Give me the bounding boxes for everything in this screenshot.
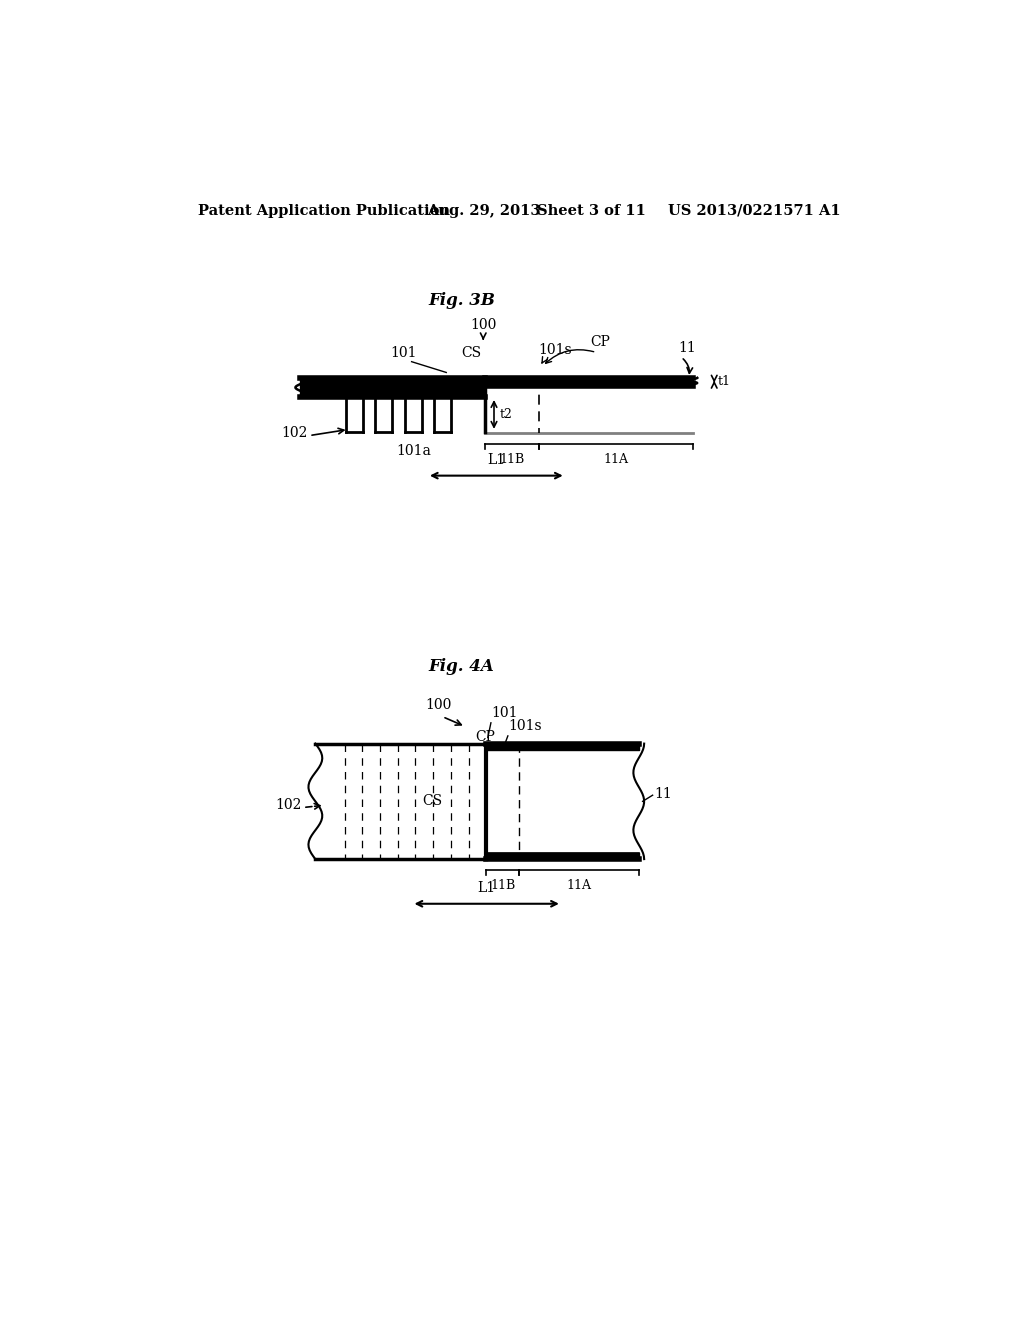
Text: 101s: 101s bbox=[508, 718, 542, 733]
Text: 101a: 101a bbox=[396, 444, 431, 458]
Text: 100: 100 bbox=[470, 318, 497, 333]
Text: 102: 102 bbox=[275, 799, 301, 812]
Text: US 2013/0221571 A1: US 2013/0221571 A1 bbox=[668, 203, 841, 218]
Text: 11: 11 bbox=[654, 787, 672, 801]
Text: CP: CP bbox=[590, 335, 610, 350]
Text: Patent Application Publication: Patent Application Publication bbox=[199, 203, 451, 218]
Text: 11A: 11A bbox=[603, 453, 628, 466]
Text: CS: CS bbox=[422, 795, 442, 808]
Text: t2: t2 bbox=[500, 408, 512, 421]
Text: 101s: 101s bbox=[539, 343, 572, 356]
Text: CP: CP bbox=[475, 730, 495, 744]
Text: Fig. 3B: Fig. 3B bbox=[428, 292, 495, 309]
Text: 11A: 11A bbox=[566, 879, 592, 892]
Text: Aug. 29, 2013: Aug. 29, 2013 bbox=[427, 203, 541, 218]
Text: CS: CS bbox=[462, 346, 481, 360]
Text: 102: 102 bbox=[282, 426, 307, 440]
Text: L1: L1 bbox=[487, 453, 506, 467]
Text: 101: 101 bbox=[490, 706, 517, 719]
Text: L1: L1 bbox=[477, 882, 496, 895]
Text: Sheet 3 of 11: Sheet 3 of 11 bbox=[538, 203, 646, 218]
Text: 11: 11 bbox=[679, 342, 696, 355]
Text: Fig. 4A: Fig. 4A bbox=[429, 659, 495, 675]
Text: 11B: 11B bbox=[499, 453, 524, 466]
Text: 100: 100 bbox=[425, 698, 452, 711]
Text: 11B: 11B bbox=[490, 879, 515, 892]
Text: 101: 101 bbox=[391, 346, 417, 360]
Text: t1: t1 bbox=[718, 375, 731, 388]
